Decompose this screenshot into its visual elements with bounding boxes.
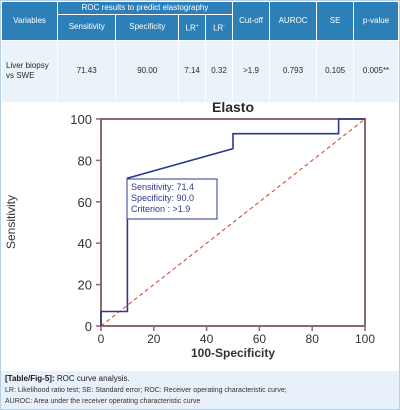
cell-cutoff: >1.9	[232, 39, 270, 103]
caption-text: ROC curve analysis.	[56, 374, 130, 383]
lr-plus-text: LR	[185, 23, 196, 33]
x-tick-label: 60	[253, 332, 267, 346]
cell-sensitivity: 71.43	[57, 39, 117, 103]
y-tick-label: 20	[78, 278, 92, 293]
roc-curve-line	[100, 118, 365, 326]
y-tick-label: 0	[85, 319, 92, 334]
cell-lr-plus: 7.14	[178, 39, 207, 103]
header-lr-minus: LR-	[205, 14, 233, 41]
roc-results-table: Variables ROC results to predict elastog…	[0, 1, 399, 103]
x-tick-label: 20	[147, 332, 161, 346]
header-auroc: AUROC	[268, 1, 318, 41]
x-tick-label: 0	[98, 332, 105, 346]
cell-variable: Liver biopsy vs SWE	[0, 39, 59, 103]
cell-auroc: 0.793	[268, 39, 318, 103]
x-axis-label: 100-Specificity	[191, 346, 275, 360]
y-tick-label: 60	[78, 195, 92, 210]
figure-caption: [Table/Fig-5]: ROC curve analysis. LR: L…	[1, 371, 399, 409]
cell-se: 0.105	[316, 39, 355, 103]
caption-footnote-line2: AUROC: Area under the receiver operating…	[5, 398, 201, 405]
cell-lr-minus: 0.32	[205, 39, 233, 103]
header-specificity: Specificity	[115, 14, 180, 41]
axis-ticks	[96, 118, 366, 331]
caption-label: [Table/Fig-5]:	[5, 374, 55, 383]
y-axis-label: Sensitivity	[4, 195, 18, 249]
table-row: Liver biopsy vs SWE 71.43 90.00 7.14 0.3…	[0, 39, 399, 103]
lr-plus-sup: +	[195, 23, 199, 29]
annotation-criterion: Criterion : >1.9	[131, 204, 190, 214]
table-header-row: Variables ROC results to predict elastog…	[0, 1, 399, 41]
header-se: SE	[316, 1, 355, 41]
x-tick-label: 80	[306, 332, 320, 346]
header-roc-results: ROC results to predict elastography	[57, 1, 233, 15]
header-sensitivity: Sensitivity	[57, 14, 117, 41]
caption-footnote-line1: LR: Likelihood ratio test; SE: Standard …	[5, 387, 287, 394]
y-tick-label: 40	[78, 236, 92, 251]
annotation-border	[126, 178, 218, 220]
header-lr-plus: LR+	[178, 14, 207, 41]
y-tick-label: 80	[78, 153, 92, 168]
tick-labels: 0 20 40 60 80 100 0 20 40 60 80 100	[70, 112, 375, 346]
roc-chart: Elasto 0 20 40 60 80 100 0 20 40 60 80 100 Sensitiv…	[4, 99, 375, 360]
cell-pvalue: 0.005**	[353, 39, 399, 103]
annotation-sensitivity: Sensitivity: 71.4	[131, 182, 194, 192]
lr-minus-text: LR	[213, 23, 224, 33]
criterion-annotation-box: Sensitivity: 71.4 Specificity: 90.0 Crit…	[126, 178, 218, 220]
caption-title: [Table/Fig-5]: ROC curve analysis.	[5, 374, 130, 383]
reference-diagonal-line	[100, 118, 366, 327]
x-tick-label: 40	[200, 332, 214, 346]
lr-minus-sup: -	[223, 23, 225, 29]
table-subheader-row: Sensitivity Specificity LR+ LR-	[2, 14, 399, 41]
header-pvalue: p-value	[353, 1, 399, 41]
cell-specificity: 90.00	[115, 39, 180, 103]
plot-frame	[100, 118, 366, 327]
chart-title: Elasto	[212, 99, 254, 115]
y-tick-label: 100	[70, 112, 92, 127]
header-variables: Variables	[0, 1, 59, 41]
x-tick-label: 100	[355, 332, 375, 346]
header-cutoff: Cut-off	[232, 1, 270, 41]
annotation-specificity: Specificity: 90.0	[131, 193, 194, 203]
